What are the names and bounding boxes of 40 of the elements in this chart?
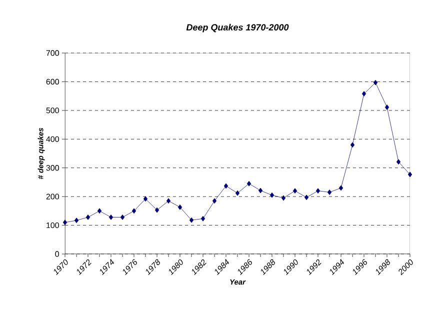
point (246, 180, 252, 186)
point (212, 198, 217, 204)
point (189, 217, 194, 223)
point (166, 198, 171, 204)
point (396, 159, 401, 165)
y-tick-label: 100 (46, 222, 59, 228)
point (384, 104, 390, 110)
y-tick-label: 300 (46, 165, 59, 171)
y-tick-label: 0 (55, 251, 59, 257)
point (235, 190, 240, 196)
point (154, 207, 160, 213)
point (74, 218, 79, 224)
point (143, 196, 148, 202)
y-tick-label: 700 (46, 50, 59, 56)
point (304, 194, 309, 200)
point (97, 208, 102, 214)
point (362, 91, 366, 96)
point (132, 208, 136, 214)
point (316, 188, 320, 194)
point (258, 188, 263, 194)
point (178, 204, 182, 210)
point (281, 195, 286, 201)
point (86, 214, 90, 220)
point (373, 80, 378, 86)
point (120, 214, 125, 220)
y-tick-label: 600 (46, 78, 59, 85)
y-tick-label: 500 (46, 108, 59, 114)
point (108, 214, 114, 220)
point (292, 188, 298, 194)
point (224, 183, 228, 189)
point (200, 216, 206, 222)
point (270, 192, 274, 198)
point (327, 190, 332, 195)
y-tick-label: 200 (46, 194, 59, 200)
y-tick-label: 400 (46, 136, 59, 142)
point (350, 142, 355, 148)
point (62, 220, 68, 226)
point (408, 172, 412, 178)
point (338, 185, 344, 191)
chart-title: Deep Quakes 1970-2000 (186, 24, 289, 32)
